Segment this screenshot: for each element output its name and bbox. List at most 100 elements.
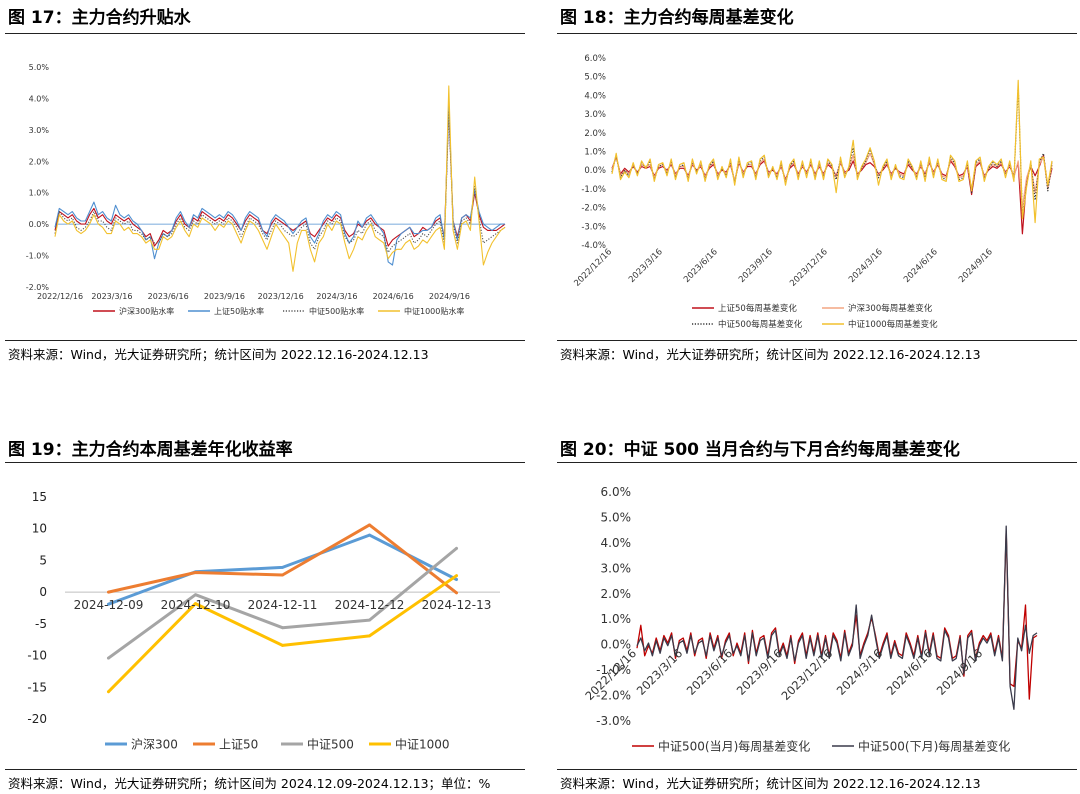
source-rule [5, 769, 525, 770]
x-tick-label: 2024-12-10 [161, 598, 231, 612]
legend-label: 中证500 [307, 737, 354, 752]
y-tick-label: 1.0% [584, 148, 606, 158]
legend-label: 中证500每周基差变化 [718, 319, 803, 330]
x-tick-label: 2022/12/16 [572, 247, 614, 289]
data-point [107, 602, 110, 606]
y-tick-label: 0.0% [29, 220, 50, 229]
chart-title: 图 20：中证 500 当月合约与下月合约每周基差变化 [560, 440, 960, 460]
x-tick-label: 2024-12-11 [248, 598, 318, 612]
series-line [54, 110, 506, 253]
data-point [194, 593, 197, 597]
data-point [194, 571, 197, 574]
data-point [368, 533, 371, 537]
y-tick-label: 6.0% [601, 485, 632, 499]
x-tick-label: 2024/3/16 [847, 247, 885, 285]
y-tick-label: 2.0% [584, 129, 606, 139]
title-rule [557, 33, 1077, 34]
chart-source: 资料来源：Wind，光大证券研究所；统计区间为 2022.12.16-2024.… [8, 347, 429, 362]
x-tick-label: 2024/9/16 [429, 292, 470, 301]
series-line [54, 104, 505, 266]
legend-label: 上证50每周基差变化 [718, 303, 797, 314]
series-line [611, 152, 1053, 209]
data-point [281, 566, 284, 569]
chart-fig19: -20 -15 -10 -5 0 5 10 15 2024-12-09 2024-12-10 202… [27, 490, 500, 752]
y-tick-label: 15 [32, 490, 47, 504]
panel-fig18: 图 18：主力合约每周基差变化 -4.0% -3.0% -2.0% -1.0% 0.0%… [557, 0, 1077, 397]
y-tick-label: 1.0% [601, 612, 632, 626]
legend-label: 中证1000 [395, 737, 450, 752]
x-tick-label: 2023/3/16 [634, 646, 686, 698]
x-tick-label: 2022/12/16 [37, 292, 83, 301]
x-tick-label: 2024/3/16 [316, 292, 357, 301]
data-point [455, 574, 458, 578]
x-tick-label: 2023/3/16 [91, 292, 132, 301]
chart-fig17: -2.0% -1.0% 0.0% 1.0% 2.0% 3.0% 4.0% 5.0% 2022/1… [26, 63, 506, 316]
x-tick-label: 2023/9/16 [204, 292, 245, 301]
y-tick-label: 5.0% [29, 63, 50, 72]
series-line [107, 533, 458, 606]
x-tick-label: 2023/12/16 [258, 292, 304, 301]
x-tick-label: 2024/6/16 [373, 292, 414, 301]
chart-title: 图 19：主力合约本周基差年化收益率 [8, 440, 293, 460]
series-line [611, 85, 1053, 218]
chart-title: 图 18：主力合约每周基差变化 [560, 8, 794, 28]
x-tick-label: 2023/3/16 [627, 247, 665, 285]
data-point [368, 618, 371, 622]
chart-source: 资料来源：Wind，光大证券研究所；统计区间为 2022.12.16-2024.… [560, 347, 981, 362]
data-point [281, 626, 284, 630]
source-rule [557, 340, 1077, 341]
x-tick-label: 2023/6/16 [148, 292, 189, 301]
y-tick-label: 2.0% [29, 157, 50, 166]
series-line [54, 85, 506, 272]
y-tick-label: 0.0% [584, 166, 606, 176]
x-tick-label: 2023/9/16 [737, 247, 775, 285]
y-tick-label: 3.0% [29, 126, 50, 135]
y-tick-label: -4.0% [581, 241, 606, 251]
data-point [107, 590, 110, 594]
y-tick-label: -2.0% [581, 204, 606, 214]
y-tick-label: 5 [39, 553, 47, 567]
chart-source: 资料来源：Wind，光大证券研究所；统计区间为 2022.12.16-2024.… [560, 776, 981, 791]
series-line [636, 525, 1038, 710]
data-point [107, 690, 110, 694]
y-tick-label: 0 [39, 585, 47, 599]
x-tick-label: 2023/6/16 [682, 247, 720, 285]
legend-label: 上证50贴水率 [214, 306, 264, 316]
y-tick-label: -1.0% [596, 663, 631, 677]
y-tick-label: 5.0% [584, 73, 606, 83]
data-point [455, 546, 458, 550]
chart-source: 资料来源：Wind，光大证券研究所；统计区间为 2024.12.09-2024.… [8, 776, 491, 791]
title-rule [5, 33, 525, 34]
series-line [54, 107, 506, 247]
chart-title: 图 17：主力合约升贴水 [8, 8, 191, 28]
legend-label: 中证500贴水率 [309, 306, 364, 316]
y-tick-label: -3.0% [581, 222, 606, 232]
y-tick-label: 2.0% [601, 587, 632, 601]
y-tick-label: 1.0% [29, 189, 50, 198]
legend-label: 中证1000每周基差变化 [848, 319, 938, 330]
y-tick-label: 0.0% [601, 638, 632, 652]
legend-label: 中证500(当月)每周基差变化 [658, 739, 810, 754]
source-rule [557, 769, 1077, 770]
y-tick-label: -5 [35, 617, 47, 631]
y-tick-label: -2.0% [596, 689, 631, 703]
y-tick-label: 10 [32, 522, 47, 536]
y-tick-label: -10 [27, 649, 47, 663]
y-tick-label: -3.0% [596, 714, 631, 728]
y-tick-label: -15 [27, 680, 47, 694]
data-point [368, 523, 371, 527]
data-point [455, 578, 458, 581]
data-point [281, 644, 284, 647]
panel-fig19: 图 19：主力合约本周基差年化收益率 -20 -15 -10 -5 0 5 10 15 2024… [5, 397, 525, 794]
legend-label: 中证500(下月)每周基差变化 [858, 739, 1010, 754]
y-tick-label: -20 [27, 712, 47, 726]
panel-fig20: 图 20：中证 500 当月合约与下月合约每周基差变化 -3.0% -2.0% -1… [557, 397, 1077, 794]
x-tick-label: 2024/6/16 [902, 247, 940, 285]
y-tick-label: -1.0% [581, 185, 606, 195]
y-tick-label: -2.0% [26, 283, 50, 292]
legend-label: 中证1000贴水率 [404, 306, 464, 316]
y-tick-label: -1.0% [26, 252, 50, 261]
legend-label: 沪深300贴水率 [119, 306, 174, 316]
y-tick-label: 6.0% [584, 54, 606, 64]
y-tick-label: 3.0% [601, 561, 632, 575]
